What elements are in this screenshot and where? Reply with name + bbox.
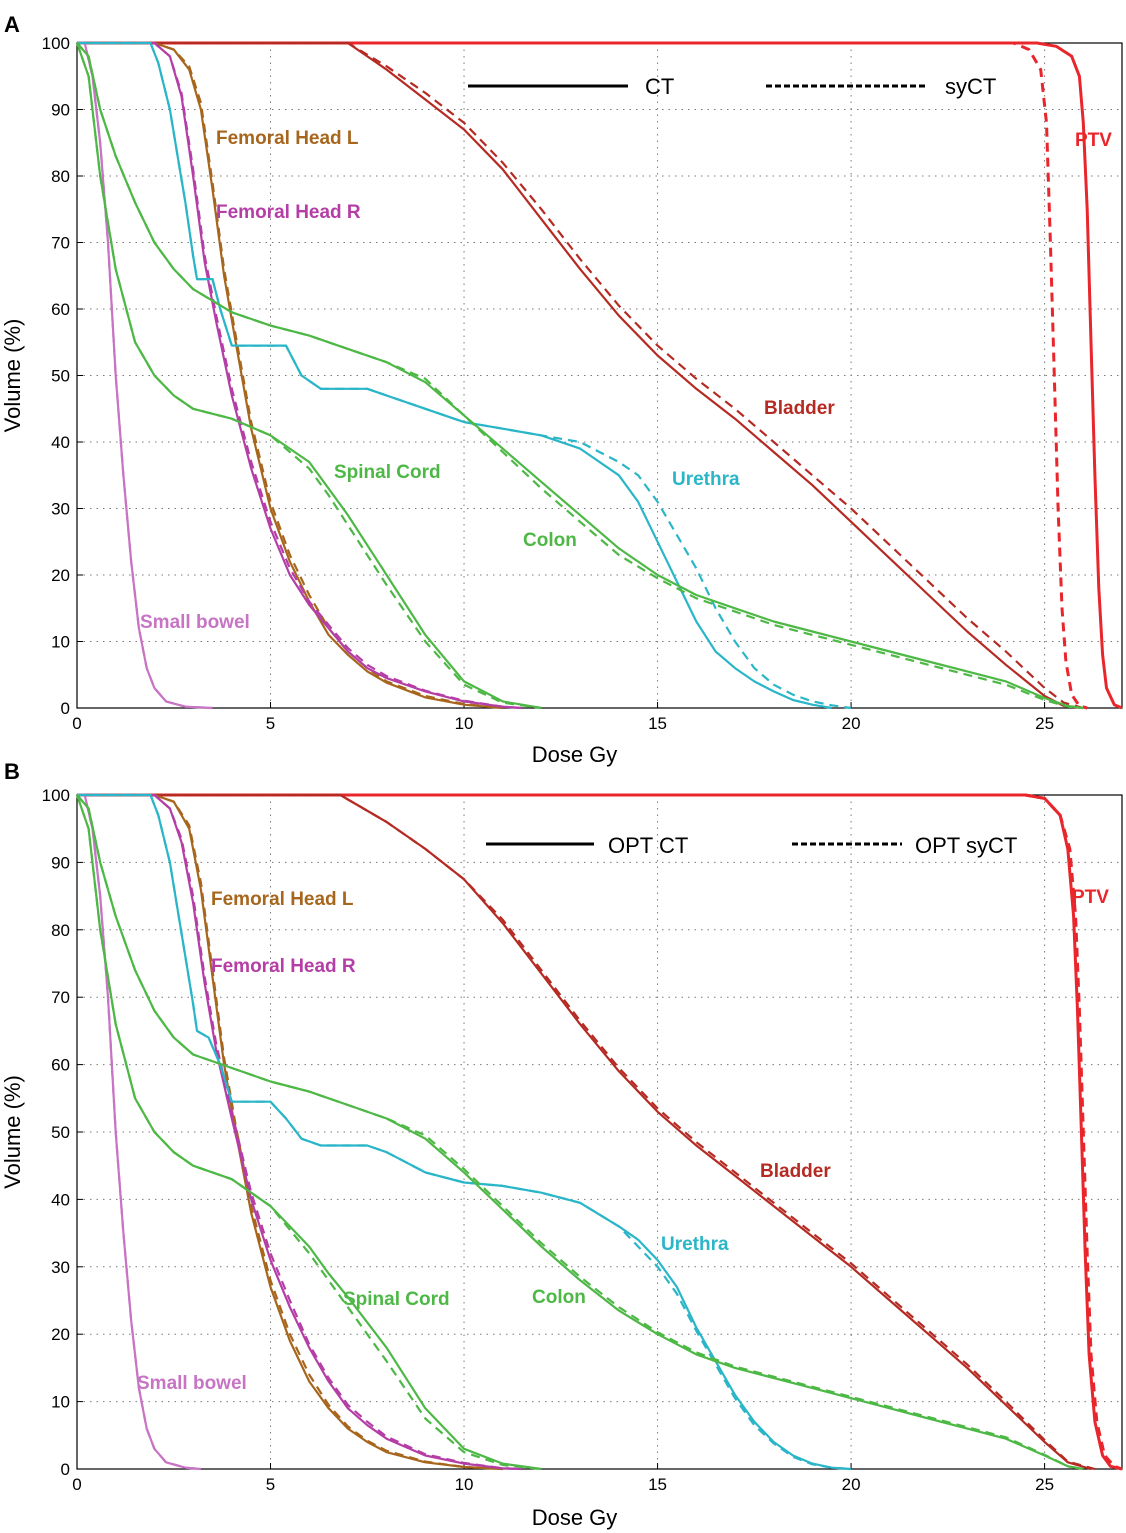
series-label-urethra: Urethra [672, 469, 740, 490]
series-label-small-bowel: Small bowel [140, 612, 250, 633]
series-label-spinal-cord: Spinal Cord [334, 462, 441, 483]
x-tick-label: 0 [72, 1475, 81, 1494]
y-tick-label: 70 [51, 234, 70, 253]
y-tick-label: 50 [51, 367, 70, 386]
series-urethra-solid [77, 41, 832, 710]
x-axis-label: Dose Gy [532, 742, 618, 767]
series-bladder-solid [77, 41, 1084, 710]
series-small-bowel-solid [77, 41, 213, 710]
series-label-spinal-cord: Spinal Cord [343, 1289, 450, 1310]
series-label-urethra: Urethra [661, 1234, 729, 1255]
legend-solid-label: CT [645, 74, 674, 99]
x-tick-label: 25 [1035, 714, 1054, 733]
legend-dashed-label: syCT [945, 74, 996, 99]
panel-letter-a: A [4, 12, 20, 37]
series-femoral-head-l-dashed [77, 41, 503, 710]
series-ptv-solid [77, 41, 1123, 710]
y-tick-label: 30 [51, 1258, 70, 1277]
y-axis-label: Volume (%) [0, 319, 25, 433]
series-label-femoral-head-r: Femoral Head R [216, 202, 361, 223]
legend-solid-label: OPT CT [608, 833, 688, 858]
y-tick-label: 40 [51, 1190, 70, 1209]
y-tick-label: 60 [51, 1056, 70, 1075]
series-label-small-bowel: Small bowel [137, 1373, 247, 1394]
series-femoral-head-l-solid [77, 41, 503, 710]
x-tick-label: 0 [72, 714, 81, 733]
panel-letter-b: B [4, 759, 20, 784]
panel-a: A 0 5 10 15 20 25 0 10 20 30 40 50 60 70 80 90 100 Dose Gy… [0, 12, 1123, 767]
legend: CT syCT [468, 74, 996, 99]
series-femoral-head-r-dashed [77, 41, 523, 710]
legend-dashed-label: OPT syCT [915, 833, 1017, 858]
series-colon-dashed [76, 794, 1084, 1471]
series-urethra-dashed [77, 41, 852, 710]
series-bladder-dashed [77, 793, 1096, 1471]
y-tick-label: 90 [51, 101, 70, 120]
y-tick-label: 60 [51, 300, 70, 319]
x-tick-label: 25 [1035, 1475, 1054, 1494]
y-tick-label: 70 [51, 988, 70, 1007]
y-tick-label: 80 [51, 167, 70, 186]
series-label-ptv: PTV [1072, 887, 1109, 908]
series-label-femoral-head-l: Femoral Head L [211, 889, 354, 910]
y-tick-label: 100 [42, 34, 70, 53]
series-femoral-head-l-dashed [77, 793, 503, 1471]
y-tick-label: 100 [42, 786, 70, 805]
y-tick-label: 0 [61, 1460, 70, 1479]
y-tick-label: 50 [51, 1123, 70, 1142]
y-tick-label: 40 [51, 433, 70, 452]
y-tick-label: 20 [51, 1325, 70, 1344]
series-label-colon: Colon [523, 530, 577, 551]
x-tick-label: 5 [266, 714, 275, 733]
series-small-bowel-solid [77, 793, 201, 1471]
x-tick-label: 5 [266, 1475, 275, 1494]
series-label-bladder: Bladder [764, 398, 835, 419]
series-label-femoral-head-r: Femoral Head R [211, 956, 356, 977]
y-tick-label: 10 [51, 1393, 70, 1412]
y-tick-label: 80 [51, 921, 70, 940]
x-tick-label: 15 [648, 714, 667, 733]
series-label-femoral-head-l: Femoral Head L [216, 128, 359, 149]
y-tick-label: 90 [51, 853, 70, 872]
series-spinal-cord-solid [75, 794, 542, 1471]
panel-b: B 0 5 10 15 20 25 0 10 20 30 40 50 60 70 80 90 100 Dose Gy… [0, 759, 1123, 1530]
series-colon-dashed [76, 42, 1084, 710]
y-axis-label: Volume (%) [0, 1075, 25, 1189]
x-tick-label: 20 [842, 1475, 861, 1494]
series-ptv-dashed [77, 41, 1088, 710]
legend: OPT CT OPT syCT [486, 833, 1017, 858]
series-spinal-cord-solid [75, 42, 542, 710]
series-urethra-solid [77, 793, 852, 1471]
series-bladder-solid [77, 793, 1092, 1471]
series-label-colon: Colon [532, 1287, 586, 1308]
y-tick-label: 0 [61, 699, 70, 718]
series-bladder-dashed [77, 41, 1084, 710]
series-femoral-head-r-solid [77, 41, 523, 710]
x-axis-label: Dose Gy [532, 1505, 618, 1530]
x-tick-label: 10 [455, 714, 474, 733]
series-curves [75, 41, 1123, 710]
x-tick-label: 15 [648, 1475, 667, 1494]
y-tick-label: 20 [51, 566, 70, 585]
series-femoral-head-l-solid [77, 793, 503, 1471]
series-femoral-head-r-solid [77, 793, 523, 1471]
series-ptv-solid [77, 793, 1123, 1471]
x-tick-label: 20 [842, 714, 861, 733]
y-tick-label: 10 [51, 633, 70, 652]
x-tick-label: 10 [455, 1475, 474, 1494]
series-label-bladder: Bladder [760, 1161, 831, 1182]
series-curves [75, 793, 1123, 1471]
series-label-ptv: PTV [1075, 130, 1112, 151]
series-colon-solid [76, 42, 1084, 710]
y-tick-label: 30 [51, 500, 70, 519]
series-ptv-dashed [77, 793, 1123, 1471]
series-colon-solid [76, 794, 1084, 1471]
